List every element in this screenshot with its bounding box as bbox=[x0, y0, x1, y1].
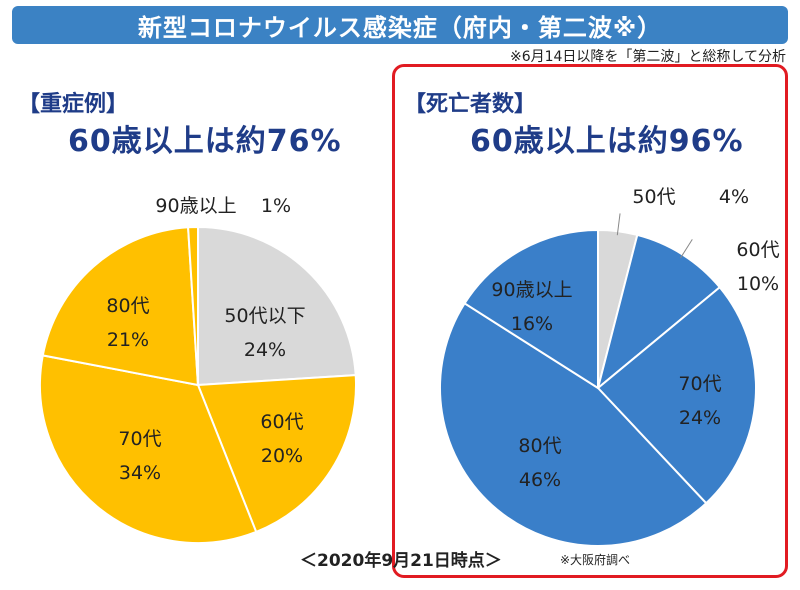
severe-value-3: 21% bbox=[107, 329, 149, 351]
severe-headline: 60歳以上は約76% bbox=[68, 124, 342, 159]
death-value-2: 24% bbox=[679, 407, 721, 429]
severe-pie: 50代以下 24% 60代 20% 70代 34% 80代 21% 90歳以上 1% bbox=[39, 195, 357, 544]
severe-slice-4 bbox=[187, 225, 199, 386]
severe-value-0: 24% bbox=[244, 339, 286, 361]
source-note: ※大阪府調べ bbox=[560, 553, 631, 567]
death-label-1: 60代 bbox=[736, 239, 779, 261]
page-title: 新型コロナウイルス感染症（府内・第二波※） bbox=[137, 13, 663, 42]
death-slice-4 bbox=[463, 228, 599, 390]
death-value-1: 10% bbox=[737, 273, 779, 295]
severe-slice-0 bbox=[197, 225, 357, 387]
severe-slice-3 bbox=[41, 226, 200, 387]
severe-label-0: 50代以下 bbox=[224, 305, 305, 327]
severe-label-1: 60代 bbox=[260, 411, 303, 433]
severe-label: 【重症例】 bbox=[18, 92, 129, 117]
death-label-0: 50代 bbox=[632, 186, 675, 208]
severe-label-2: 70代 bbox=[118, 428, 161, 450]
severe-slice-1 bbox=[196, 374, 357, 534]
death-value-0: 4% bbox=[719, 186, 749, 208]
death-slice-2 bbox=[596, 285, 757, 505]
analysis-note: ※6月14日以降を「第二波」と総称して分析 bbox=[509, 49, 786, 65]
death-leader-0 bbox=[616, 213, 621, 236]
death-label-3: 80代 bbox=[518, 435, 561, 457]
title-bar: 新型コロナウイルス感染症（府内・第二波※） bbox=[12, 6, 788, 44]
date-note: ＜2020年9月21日時点＞ bbox=[300, 551, 502, 571]
death-leader-1 bbox=[680, 239, 693, 259]
death-label: 【死亡者数】 bbox=[404, 92, 537, 117]
death-pie: 50代 4% 60代 10% 70代 24% 80代 46% 90歳以上 16% bbox=[439, 186, 780, 547]
severe-label-4: 90歳以上 bbox=[155, 195, 236, 217]
death-value-3: 46% bbox=[519, 469, 561, 491]
severe-label-3: 80代 bbox=[106, 295, 149, 317]
death-label-4: 90歳以上 bbox=[491, 279, 572, 301]
death-label-2: 70代 bbox=[678, 373, 721, 395]
severe-value-4: 1% bbox=[261, 195, 291, 217]
death-headline: 60歳以上は約96% bbox=[470, 124, 744, 159]
severe-value-1: 20% bbox=[261, 445, 303, 467]
severe-value-2: 34% bbox=[119, 462, 161, 484]
death-slice-3 bbox=[439, 301, 708, 547]
death-value-4: 16% bbox=[511, 313, 553, 335]
severe-slice-2 bbox=[39, 354, 258, 544]
highlight-frame bbox=[392, 64, 788, 578]
